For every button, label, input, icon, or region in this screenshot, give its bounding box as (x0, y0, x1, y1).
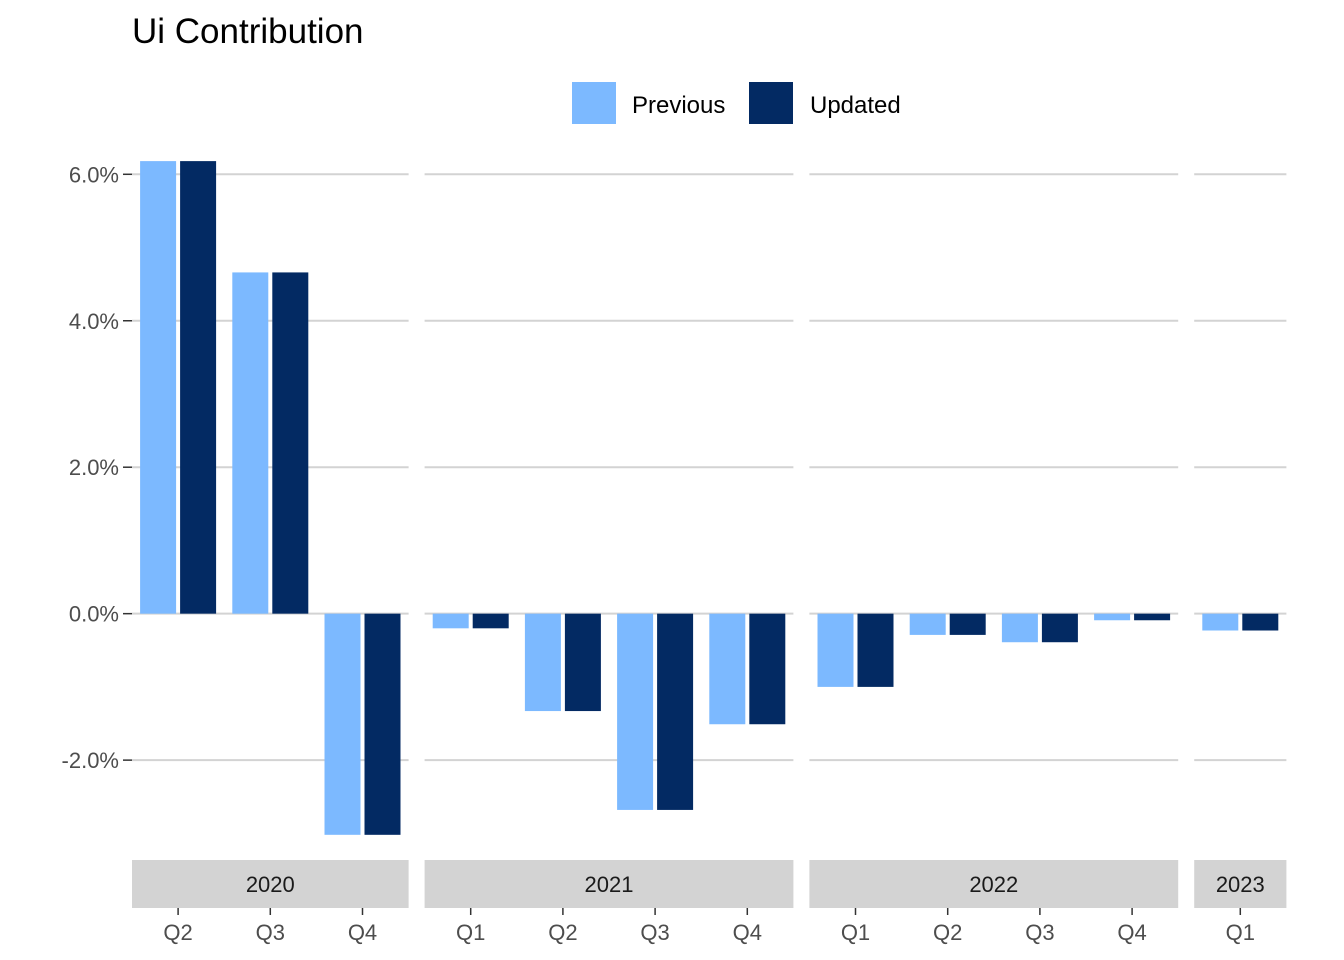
facet-panel-2020: Q2 Q3 Q4 2020 (132, 161, 409, 945)
bar-2020-Q4-updated (364, 613, 401, 835)
y-tick-label: 0.0% (69, 602, 119, 627)
bar-2021-Q3-previous (617, 613, 654, 810)
y-tick-label: 6.0% (69, 162, 119, 187)
y-tick-label: 2.0% (69, 455, 119, 480)
facet-strip (132, 860, 409, 908)
x-tick-label: Q3 (640, 920, 669, 945)
bar-2021-Q2-previous (524, 613, 561, 712)
facet-strip-label: 2021 (585, 872, 634, 897)
bar-2022-Q1-previous (817, 613, 854, 687)
facet-panels: Q2 Q3 Q4 2020 Q1 Q2 Q3 Q4 2021 Q1 Q2 Q3 Q4 2022 Q1 2023 (132, 161, 1287, 945)
bar-2021-Q3-updated (657, 613, 694, 810)
bar-2020-Q2-updated (180, 161, 217, 614)
bar-2021-Q4-previous (709, 613, 746, 725)
bar-2020-Q4-previous (324, 613, 361, 835)
bar-2022-Q4-updated (1134, 613, 1171, 621)
bar-2020-Q3-previous (232, 272, 269, 614)
bar-2022-Q1-updated (857, 613, 894, 687)
x-tick-label: Q1 (456, 920, 485, 945)
bar-2021-Q1-previous (432, 613, 469, 629)
chart-title: Ui Contribution (132, 12, 364, 51)
legend-label-previous: Previous (632, 92, 725, 119)
x-tick-label: Q2 (548, 920, 577, 945)
bar-2023-Q1-updated (1242, 613, 1279, 631)
bar-2020-Q2-previous (140, 161, 177, 614)
bar-2020-Q3-updated (272, 272, 309, 614)
x-tick-label: Q4 (1117, 920, 1146, 945)
bar-2023-Q1-previous (1202, 613, 1239, 631)
x-tick-label: Q2 (933, 920, 962, 945)
bar-2022-Q2-previous (909, 613, 946, 635)
bar-2021-Q1-updated (472, 613, 509, 629)
facet-strip-label: 2022 (969, 872, 1018, 897)
y-tick-label: 4.0% (69, 309, 119, 334)
bar-2021-Q2-updated (564, 613, 601, 712)
legend-swatch-previous (572, 82, 616, 124)
facet-panel-2023: Q1 2023 (1194, 173, 1287, 945)
facet-panel-2022: Q1 Q2 Q3 Q4 2022 (809, 173, 1179, 945)
facet-panel-2021: Q1 Q2 Q3 Q4 2021 (424, 173, 794, 945)
facet-strip-label: 2023 (1216, 872, 1265, 897)
facet-strip (809, 860, 1179, 908)
x-tick-label: Q3 (256, 920, 285, 945)
bar-2022-Q3-previous (1001, 613, 1038, 643)
x-tick-label: Q1 (1226, 920, 1255, 945)
facet-strip (424, 860, 794, 908)
y-tick-label: -2.0% (62, 748, 119, 773)
facet-strip-label: 2020 (246, 872, 295, 897)
bar-2022-Q4-previous (1094, 613, 1131, 621)
legend-label-updated: Updated (810, 92, 901, 119)
legend: Previous Updated (572, 82, 901, 124)
x-tick-label: Q1 (841, 920, 870, 945)
y-axis: -2.0% 0.0% 2.0% 4.0% 6.0% (62, 162, 132, 773)
x-tick-label: Q2 (163, 920, 192, 945)
x-tick-label: Q4 (348, 920, 377, 945)
bar-2021-Q4-updated (749, 613, 786, 725)
legend-swatch-updated (749, 82, 793, 124)
bar-2022-Q2-updated (949, 613, 986, 635)
x-tick-label: Q4 (733, 920, 762, 945)
x-tick-label: Q3 (1025, 920, 1054, 945)
bar-2022-Q3-updated (1041, 613, 1078, 643)
facet-strip (1194, 860, 1287, 908)
